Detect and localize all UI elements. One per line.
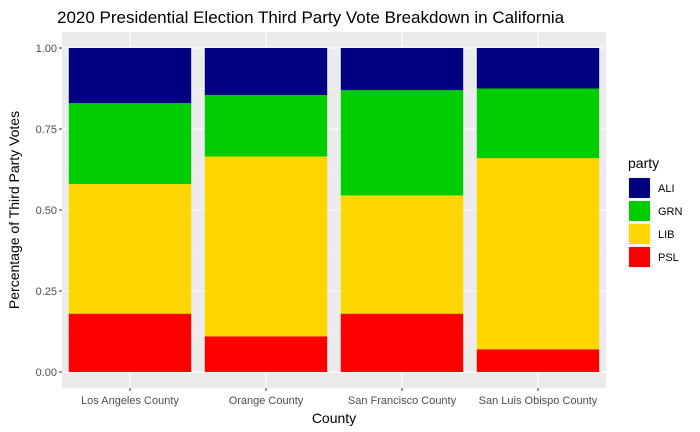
legend-items: ALI GRN LIB PSL	[628, 177, 683, 268]
legend-label: ALI	[658, 183, 675, 195]
legend-key-grn	[629, 201, 650, 221]
bar-segment-grn	[204, 94, 328, 157]
bar-segment-lib	[204, 156, 328, 337]
bars	[68, 48, 600, 372]
x-axis-ticks: Los Angeles County Orange County San Franc…	[81, 388, 598, 407]
y-tick-label: 0.50	[36, 205, 57, 217]
x-tick-label: San Francisco County	[348, 395, 457, 407]
legend: party ALI GRN LIB PSL	[628, 155, 683, 268]
legend-title: party	[628, 155, 659, 171]
x-tick-label: Orange County	[229, 395, 304, 407]
bar-segment-grn	[340, 90, 464, 196]
legend-key-ali	[629, 178, 650, 198]
bar-segment-psl	[340, 313, 464, 372]
x-axis-title: County	[312, 410, 356, 426]
bar-segment-lib	[340, 195, 464, 314]
x-tick-label: Los Angeles County	[81, 395, 179, 407]
legend-key-psl	[629, 247, 650, 267]
bar-segment-ali	[204, 48, 328, 95]
y-axis-ticks: 0.00 0.25 0.50 0.75 1.00	[36, 43, 62, 379]
bar-segment-psl	[476, 349, 600, 372]
bar-segment-grn	[476, 88, 600, 159]
bar-segment-psl	[204, 336, 328, 372]
bar-segment-ali	[476, 48, 600, 89]
bar-segment-ali	[68, 48, 192, 104]
legend-label: GRN	[658, 206, 683, 218]
x-tick-label: San Luis Obispo County	[479, 395, 598, 407]
legend-label: PSL	[658, 252, 679, 264]
chart-title: 2020 Presidential Election Third Party V…	[57, 8, 565, 27]
bar-segment-grn	[68, 103, 192, 185]
legend-label: LIB	[658, 229, 675, 241]
y-tick-label: 0.25	[36, 286, 57, 298]
y-tick-label: 1.00	[36, 43, 57, 55]
y-tick-label: 0.75	[36, 124, 57, 136]
y-axis-title: Percentage of Third Party Votes	[6, 111, 22, 309]
legend-key-lib	[629, 224, 650, 244]
bar-segment-lib	[68, 184, 192, 314]
bar-segment-psl	[68, 313, 192, 372]
bar-segment-ali	[340, 48, 464, 91]
bar-segment-lib	[476, 158, 600, 350]
y-tick-label: 0.00	[36, 367, 57, 379]
